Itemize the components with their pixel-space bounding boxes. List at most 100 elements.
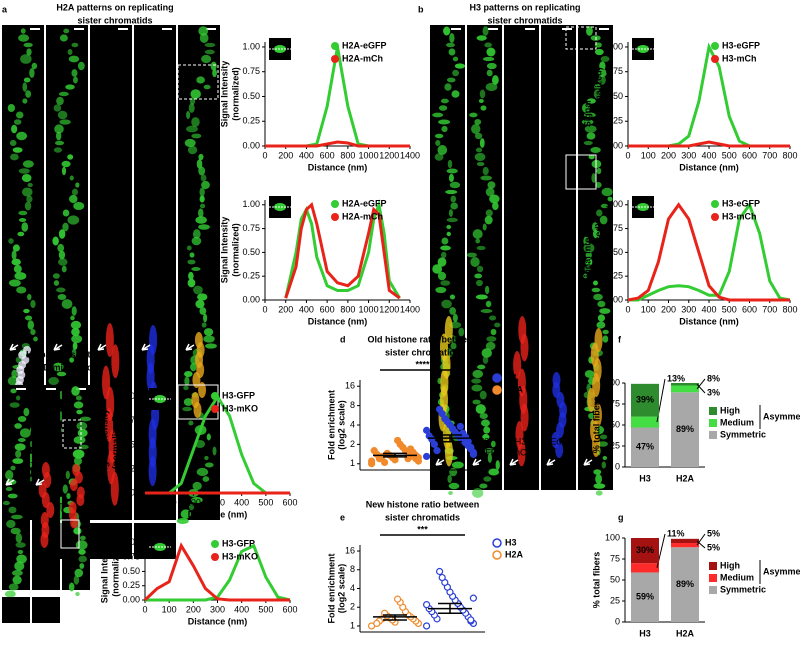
data-point [394,436,402,445]
signal-blob [448,48,456,56]
signal-blob [470,257,480,267]
legend-marker [711,42,719,50]
legend-swatch [709,419,717,427]
signal-blob [43,472,52,488]
signal-blob [191,117,200,127]
signal-blob [74,471,83,484]
scale-bar [206,28,216,30]
bar-segment [671,392,699,467]
signal-blob [8,279,21,287]
signal-blob [474,273,483,279]
signal-blob [11,124,18,134]
legend-marker [492,373,502,383]
signal-blob [58,229,66,239]
signal-blob [78,444,89,450]
signal-blob [14,561,25,571]
y-tick-label: 0.50 [122,439,140,449]
signal-blob [8,506,17,514]
data-point [373,619,381,627]
legend-marker [211,540,219,548]
signal-blob [486,62,497,70]
signal-blob [485,209,493,217]
x-tick-label: 0 [142,604,147,614]
signal-blob [187,278,196,288]
signal-blob [479,412,488,420]
value-label: 89% [676,424,694,434]
signal-blob [58,250,66,260]
x-tick-label: 700 [762,304,777,314]
legend-marker [211,405,219,413]
legend-label: H2A-mCh [342,53,383,63]
y-axis-label: (normalized) [593,223,603,277]
y-axis-label: % total fibers [591,552,601,609]
signal-blob [72,449,85,459]
signal-blob [607,196,613,202]
signal-blob [186,245,192,251]
signal-blob [199,187,205,197]
arrow [9,343,19,351]
signal-blob [187,259,196,265]
line-series [628,42,790,148]
signal-blob [438,105,448,111]
scale-bar [162,28,172,30]
signal-blob [599,61,606,71]
signal-blob [5,486,13,492]
signal-blob [5,470,14,480]
data-point [436,567,444,576]
arrow [509,458,519,466]
signal-blob [597,300,606,308]
signal-blob [188,103,195,113]
x-tick-label: 1400 [400,150,420,160]
signal-blob [192,372,201,388]
signal-blob [203,84,211,90]
panel-label: f [618,334,622,344]
x-tick-label: 600 [320,150,335,160]
signal-blob [182,406,192,412]
signal-blob [484,447,495,455]
signal-blob [472,399,481,405]
signal-blob [432,264,443,274]
value-label: 89% [676,579,694,589]
legend-marker [492,550,502,560]
signal-blob [76,494,85,506]
signal-blob [75,182,80,188]
x-tick-label: 300 [681,150,696,160]
signal-blob [21,222,29,232]
signal-blob [471,378,482,384]
signal-blob [148,456,157,487]
signal-blob [487,181,496,189]
signal-blob [180,509,191,519]
x-tick-label: 100 [641,150,656,160]
signal-blob [73,436,86,444]
signal-blob [29,68,35,78]
roi-box [177,384,219,420]
signal-blob [513,351,522,379]
y-axis-label: (log2 scale) [336,400,346,450]
error-bar [383,452,407,458]
signal-blob [189,503,194,511]
signal-blob [451,90,460,98]
x-tick-label: 1200 [379,150,399,160]
y-axis-label: Fold enrichment [326,390,336,460]
signal-blob [77,61,85,71]
y-tick-label: 0 [615,616,620,626]
inset-image [149,536,171,558]
signal-blob [201,54,212,64]
legend-marker [211,553,219,561]
signal-blob [204,49,215,55]
signal-blob [486,69,493,77]
panel-label: e [340,512,345,522]
signal-blob [105,323,114,357]
signal-blob [592,373,601,397]
data-point [456,422,464,431]
legend-marker [711,55,719,63]
arrow [141,343,151,351]
signal-blob [480,308,493,314]
x-tick-label: 200 [278,304,293,314]
data-point [423,622,431,630]
signal-blob [598,68,607,78]
signal-blob [196,467,209,477]
signal-blob [583,140,593,146]
x-tick-label: 1200 [379,304,399,314]
signal-blob [480,419,490,427]
